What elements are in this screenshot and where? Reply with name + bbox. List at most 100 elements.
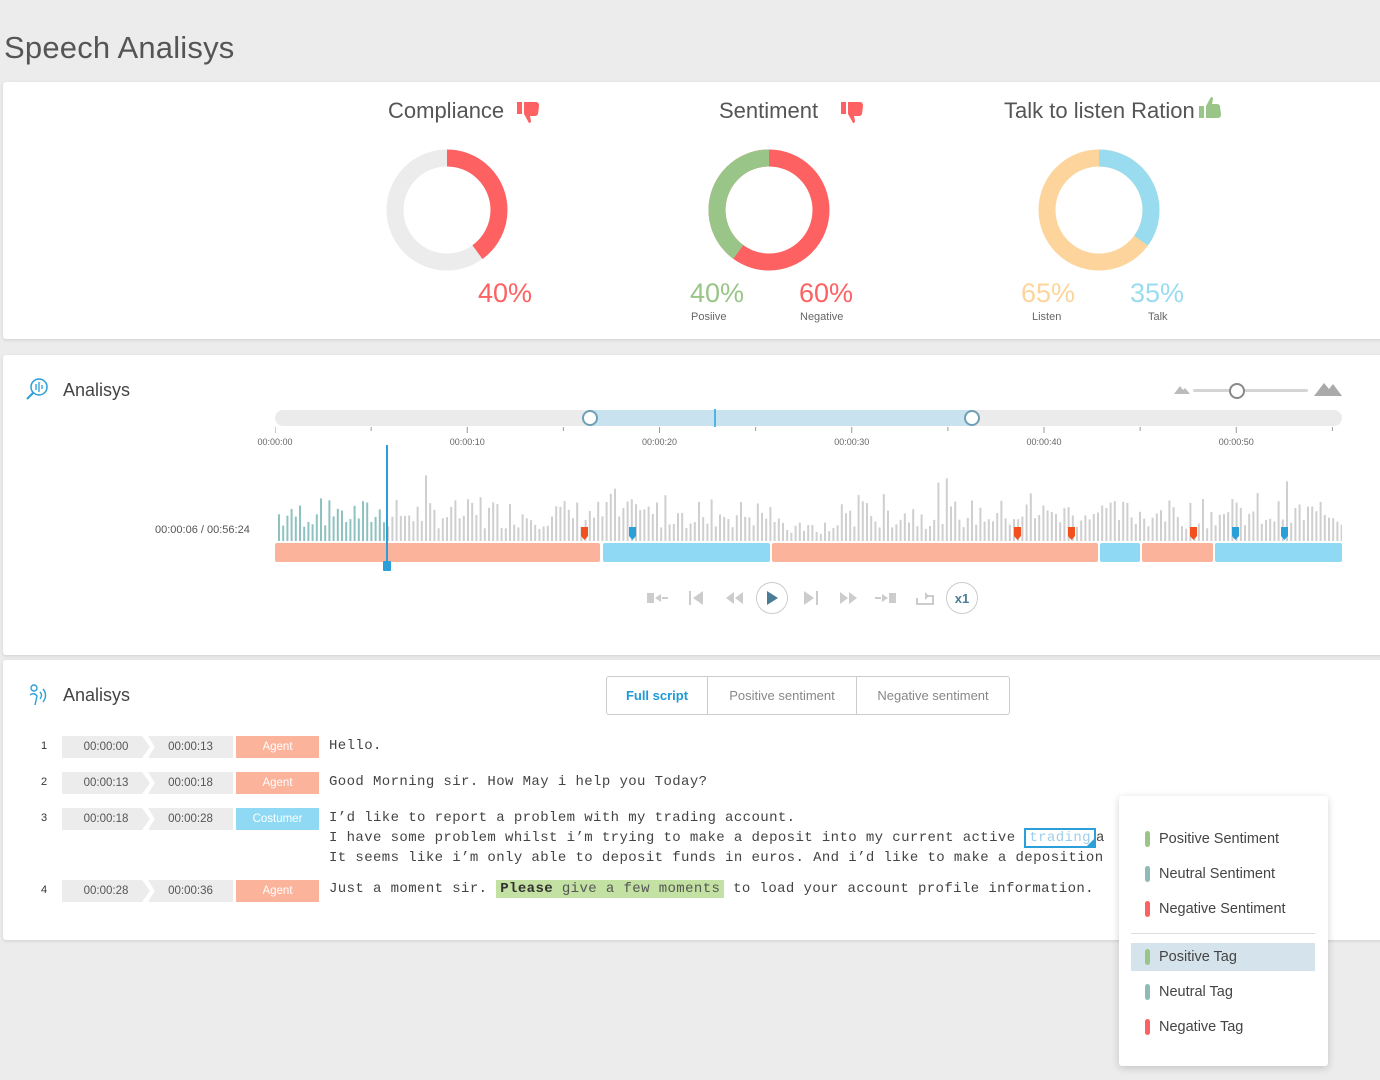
- waveform-bar: [509, 504, 511, 541]
- waveform-bar: [1248, 513, 1251, 541]
- menu-item-neutral-tag[interactable]: Neutral Tag: [1131, 978, 1315, 1006]
- waveform[interactable]: [275, 445, 1342, 563]
- tagged-word[interactable]: trading: [1024, 828, 1096, 848]
- waveform-bar: [756, 503, 759, 541]
- transcript-line[interactable]: Just a moment sir. Please give a few mom…: [329, 880, 1094, 898]
- waveform-bar: [945, 478, 948, 541]
- waveform-bar: [794, 525, 797, 541]
- fast-forward-button[interactable]: [834, 580, 864, 616]
- event-marker[interactable]: [1281, 527, 1288, 540]
- waveform-bar: [483, 528, 486, 541]
- zoom-slider-track[interactable]: [1193, 389, 1308, 392]
- play-button[interactable]: [756, 582, 788, 614]
- playback-speed-button[interactable]: x1: [946, 582, 978, 614]
- waveform-bar: [530, 520, 532, 541]
- transcript-line[interactable]: Good Morning sir. How May i help you Tod…: [329, 774, 708, 790]
- event-marker[interactable]: [629, 527, 636, 540]
- menu-item-negative-sentiment[interactable]: Negative Sentiment: [1131, 895, 1315, 923]
- waveform-bar: [517, 527, 520, 541]
- agent-segment[interactable]: [772, 543, 1098, 562]
- waveform-bar: [983, 521, 986, 541]
- waveform-bar: [1332, 518, 1335, 541]
- waveform-bar: [1118, 519, 1120, 541]
- waveform-bar: [962, 527, 965, 541]
- waveform-bar: [1059, 522, 1062, 541]
- waveform-bar: [315, 514, 318, 541]
- waveform-bar: [887, 510, 889, 541]
- waveform-bar: [1101, 505, 1104, 541]
- skip-to-end-button[interactable]: [871, 580, 901, 616]
- menu-item-negative-tag[interactable]: Negative Tag: [1131, 1013, 1315, 1041]
- tag-corner-marker[interactable]: [1085, 838, 1095, 847]
- end-time: 00:00:18: [148, 772, 233, 794]
- skip-to-start-button[interactable]: [643, 580, 673, 616]
- transcript-line[interactable]: I have some problem whilst i’m trying to…: [329, 828, 1105, 848]
- waveform-bar: [1067, 507, 1070, 541]
- event-marker[interactable]: [1068, 527, 1075, 540]
- waveform-bar: [1050, 511, 1053, 541]
- mountain-small-icon[interactable]: [1174, 384, 1190, 394]
- playhead-handle[interactable]: [383, 561, 391, 571]
- customer-segment[interactable]: [1215, 543, 1342, 562]
- waveform-bar: [849, 510, 852, 541]
- agent-segment[interactable]: [275, 543, 601, 562]
- previous-button[interactable]: [681, 580, 711, 616]
- waveform-bar: [807, 525, 810, 541]
- waveform-bar: [425, 475, 427, 541]
- waveform-bar: [513, 524, 516, 541]
- repeat-button[interactable]: [910, 580, 940, 616]
- event-marker[interactable]: [581, 527, 588, 540]
- event-marker[interactable]: [1014, 527, 1021, 540]
- menu-item-neutral-sentiment[interactable]: Neutral Sentiment: [1131, 860, 1315, 888]
- waveform-bar: [378, 509, 381, 541]
- next-button[interactable]: [796, 580, 826, 616]
- transcript-line[interactable]: Hello.: [329, 738, 382, 754]
- waveform-bar: [488, 507, 490, 541]
- playback-speed-label: x1: [954, 590, 970, 606]
- event-marker[interactable]: [1190, 527, 1197, 540]
- waveform-bar: [1273, 521, 1276, 541]
- range-start-handle[interactable]: [582, 410, 598, 426]
- waveform-bar: [399, 515, 402, 541]
- highlighted-phrase[interactable]: Please give a few moments: [496, 880, 725, 898]
- waveform-bar: [929, 526, 931, 541]
- waveform-bar: [437, 528, 440, 541]
- range-end-handle[interactable]: [964, 410, 980, 426]
- waveform-bar: [882, 494, 885, 541]
- waveform-bar: [362, 501, 364, 541]
- tab-full-script[interactable]: Full script: [625, 688, 689, 703]
- waveform-bar: [1130, 517, 1133, 541]
- waveform-bar: [475, 514, 478, 541]
- waveform-bar: [1034, 518, 1036, 541]
- waveform-bar: [1000, 500, 1003, 541]
- sentiment-title: Sentiment: [719, 98, 819, 123]
- event-marker[interactable]: [1232, 527, 1239, 540]
- customer-segment[interactable]: [602, 543, 771, 562]
- waveform-bar: [366, 502, 369, 541]
- tab-negative-sentiment[interactable]: Negative sentiment: [856, 677, 1009, 714]
- play-icon: [767, 591, 778, 605]
- rewind-button[interactable]: [719, 580, 749, 616]
- menu-item-positive-tag[interactable]: Positive Tag: [1131, 943, 1315, 971]
- waveform-bar: [681, 512, 684, 541]
- playhead[interactable]: [386, 445, 388, 567]
- waveform-bar: [639, 510, 642, 541]
- waveform-bar: [593, 517, 595, 541]
- agent-segment[interactable]: [1142, 543, 1213, 562]
- waveform-bar: [630, 499, 633, 541]
- waveform-bar: [668, 524, 671, 541]
- mountain-large-icon[interactable]: [1314, 380, 1342, 396]
- waveform-bar: [1139, 511, 1141, 541]
- tab-positive-sentiment[interactable]: Positive sentiment: [707, 677, 856, 714]
- waveform-bar: [719, 514, 721, 541]
- transcript-line[interactable]: It seems like i’m only able to deposit f…: [329, 850, 1104, 866]
- transcript-line[interactable]: I’d like to report a problem with my tra…: [329, 810, 796, 826]
- menu-item-positive-sentiment[interactable]: Positive Sentiment: [1131, 825, 1315, 853]
- waveform-bar: [542, 526, 545, 541]
- role-badge: Agent: [236, 772, 319, 794]
- skip-to-start-icon: [647, 593, 668, 603]
- waveform-bar: [404, 515, 406, 541]
- range-selection[interactable]: [590, 410, 972, 426]
- zoom-slider-handle[interactable]: [1229, 383, 1245, 399]
- customer-segment[interactable]: [1099, 543, 1141, 562]
